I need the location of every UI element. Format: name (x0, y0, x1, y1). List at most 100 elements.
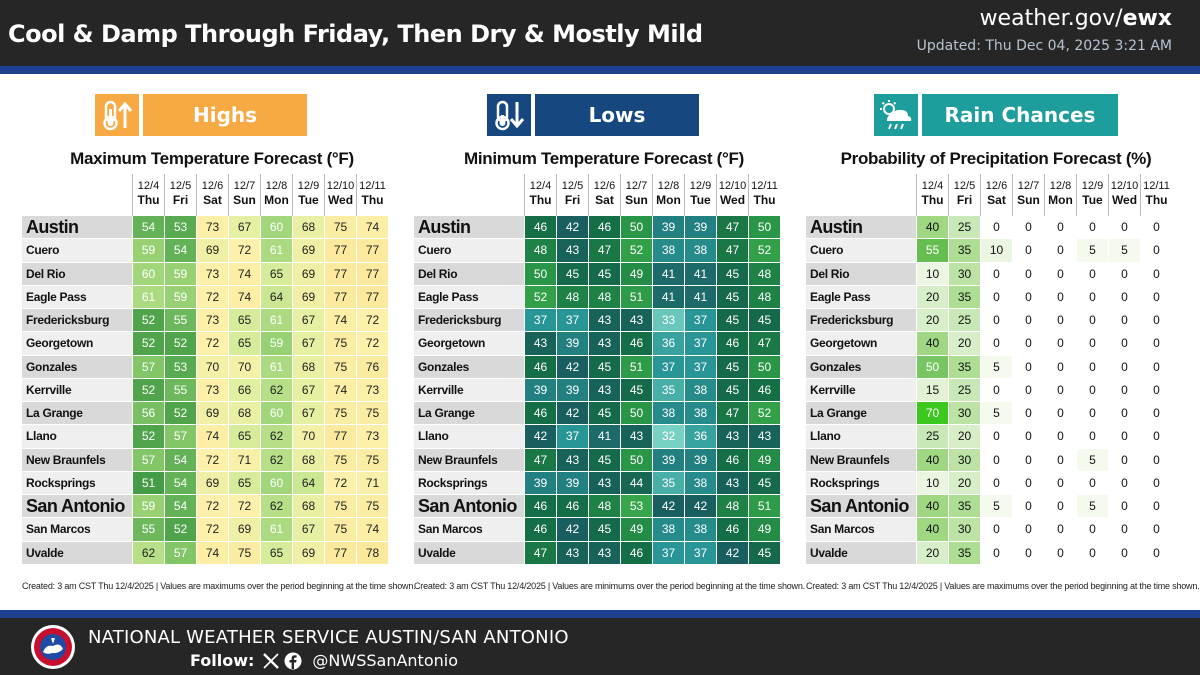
forecast-value-cell: 46 (716, 518, 748, 541)
forecast-value-cell: 43 (588, 541, 620, 564)
table-row: Del Rio 60 59 73 74 65 69 77 77 (22, 262, 402, 286)
office-website-link[interactable]: weather.gov/ewx (980, 6, 1172, 31)
forecast-value-cell: 68 (292, 448, 324, 471)
updated-timestamp: Updated: Thu Dec 04, 2025 3:21 AM (916, 38, 1172, 54)
forecast-value-cell: 37 (524, 309, 556, 332)
forecast-value-cell: 54 (164, 471, 196, 494)
rain-table: 12/4 Thu 12/5 Fri 12/6 Sat 12/7 Sun 12/8 Mon 12/9 T… (806, 174, 1186, 565)
forecast-value-cell: 50 (524, 262, 556, 285)
forecast-value-cell: 54 (164, 448, 196, 471)
forecast-value-cell: 53 (164, 216, 196, 239)
day-column-header: 12/7 Sun (1012, 174, 1044, 216)
lows-table-body: Austin 46 42 46 50 39 39 47 50 Cuero 48 43 47 52 38 38 4… (414, 216, 794, 565)
forecast-value-cell: 65 (228, 425, 260, 448)
forecast-value-cell: 43 (588, 471, 620, 494)
day-column-header: 12/10 Wed (1108, 174, 1140, 216)
forecast-value-cell: 0 (980, 262, 1012, 285)
forecast-value-cell: 69 (196, 402, 228, 425)
day-of-week: Sun (1017, 193, 1040, 207)
day-date: 12/9 (1081, 180, 1104, 192)
day-of-week: Sat (987, 193, 1006, 207)
forecast-value-cell: 47 (716, 239, 748, 262)
city-name: Eagle Pass (414, 285, 524, 308)
forecast-value-cell: 0 (1140, 448, 1172, 471)
forecast-value-cell: 43 (556, 239, 588, 262)
forecast-value-cell: 35 (652, 378, 684, 401)
forecast-value-cell: 0 (980, 541, 1012, 564)
forecast-value-cell: 75 (324, 518, 356, 541)
forecast-value-cell: 39 (556, 471, 588, 494)
forecast-value-cell: 53 (164, 355, 196, 378)
forecast-value-cell: 67 (228, 216, 260, 239)
table-row: La Grange 46 42 45 50 38 38 47 52 (414, 402, 794, 426)
city-name: Kerrville (414, 378, 524, 401)
forecast-value-cell: 39 (556, 332, 588, 355)
forecast-value-cell: 0 (980, 518, 1012, 541)
day-column-header: 12/9 Tue (684, 174, 716, 216)
forecast-value-cell: 59 (260, 332, 292, 355)
rain-cloud-icon (874, 94, 918, 136)
forecast-value-cell: 32 (652, 425, 684, 448)
highs-date-header: 12/4 Thu 12/5 Fri 12/6 Sat 12/7 Sun 12/8 Mon 12/9 T… (22, 174, 402, 216)
day-column-header: 12/6 Sat (980, 174, 1012, 216)
forecast-value-cell: 0 (1140, 518, 1172, 541)
forecast-value-cell: 77 (356, 285, 388, 308)
forecast-value-cell: 59 (132, 239, 164, 262)
forecast-value-cell: 0 (1076, 378, 1108, 401)
city-name: Gonzales (414, 355, 524, 378)
table-row: Del Rio 10 30 0 0 0 0 0 0 (806, 262, 1186, 286)
forecast-value-cell: 45 (588, 355, 620, 378)
forecast-value-cell: 75 (324, 216, 356, 239)
city-name: San Marcos (806, 518, 916, 541)
forecast-value-cell: 60 (260, 471, 292, 494)
forecast-value-cell: 41 (588, 425, 620, 448)
facebook-icon[interactable] (284, 652, 302, 670)
forecast-value-cell: 47 (524, 448, 556, 471)
day-date: 12/11 (359, 180, 386, 192)
forecast-value-cell: 52 (132, 332, 164, 355)
social-handle[interactable]: @NWSSanAntonio (312, 651, 458, 670)
forecast-value-cell: 40 (916, 448, 948, 471)
city-name: Gonzales (22, 355, 132, 378)
forecast-value-cell: 43 (524, 332, 556, 355)
forecast-value-cell: 77 (324, 239, 356, 262)
forecast-value-cell: 55 (164, 309, 196, 332)
forecast-value-cell: 59 (132, 495, 164, 518)
day-of-week: Thu (529, 193, 552, 207)
forecast-value-cell: 69 (292, 285, 324, 308)
day-column-header: 12/11 Thu (748, 174, 780, 216)
forecast-value-cell: 74 (324, 309, 356, 332)
day-of-week: Wed (719, 193, 746, 207)
day-column-header: 12/9 Tue (292, 174, 324, 216)
forecast-value-cell: 38 (652, 239, 684, 262)
day-of-week: Tue (298, 193, 319, 207)
forecast-value-cell: 5 (1108, 239, 1140, 262)
forecast-value-cell: 0 (1140, 495, 1172, 518)
forecast-value-cell: 52 (748, 239, 780, 262)
forecast-value-cell: 72 (196, 285, 228, 308)
forecast-value-cell: 43 (588, 378, 620, 401)
day-column-header: 12/6 Sat (196, 174, 228, 216)
forecast-value-cell: 69 (292, 262, 324, 285)
forecast-value-cell: 62 (260, 425, 292, 448)
day-date: 12/8 (657, 180, 680, 192)
forecast-value-cell: 50 (620, 402, 652, 425)
forecast-value-cell: 70 (292, 425, 324, 448)
forecast-value-cell: 0 (1044, 355, 1076, 378)
forecast-value-cell: 69 (196, 239, 228, 262)
forecast-value-cell: 67 (292, 309, 324, 332)
forecast-value-cell: 62 (260, 448, 292, 471)
forecast-value-cell: 0 (1044, 448, 1076, 471)
forecast-value-cell: 5 (1076, 448, 1108, 471)
day-column-header: 12/11 Thu (1140, 174, 1172, 216)
day-column-header: 12/4 Thu (132, 174, 164, 216)
city-name: Fredericksburg (806, 309, 916, 332)
forecast-value-cell: 52 (620, 239, 652, 262)
city-name: Uvalde (22, 541, 132, 564)
forecast-value-cell: 42 (524, 425, 556, 448)
x-icon[interactable] (262, 652, 280, 670)
table-row: Cuero 48 43 47 52 38 38 47 52 (414, 239, 794, 263)
day-of-week: Fri (956, 193, 973, 207)
lows-badge: Lows (487, 94, 699, 136)
thermometer-up-icon (95, 94, 139, 136)
